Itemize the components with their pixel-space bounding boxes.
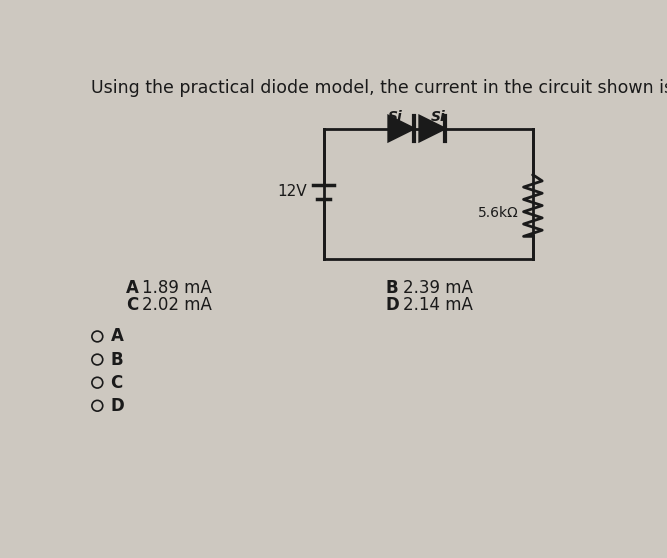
Polygon shape [420, 116, 444, 141]
Text: 2.02 mA: 2.02 mA [141, 296, 211, 314]
Text: Using the practical diode model, the current in the circuit shown is:: Using the practical diode model, the cur… [91, 79, 667, 97]
Text: A: A [126, 278, 139, 297]
Polygon shape [389, 116, 414, 141]
Text: A: A [111, 328, 123, 345]
Text: 12V: 12V [277, 184, 307, 199]
Text: C: C [111, 374, 123, 392]
Text: 1.89 mA: 1.89 mA [141, 278, 211, 297]
Text: C: C [126, 296, 138, 314]
Text: 2.14 mA: 2.14 mA [403, 296, 472, 314]
Text: 5.6kΩ: 5.6kΩ [478, 206, 519, 220]
Text: Si: Si [431, 110, 446, 124]
Text: B: B [111, 350, 123, 369]
Text: Si: Si [388, 110, 402, 124]
Text: 2.39 mA: 2.39 mA [403, 278, 472, 297]
Text: D: D [111, 397, 124, 415]
Text: D: D [386, 296, 400, 314]
Text: B: B [386, 278, 398, 297]
